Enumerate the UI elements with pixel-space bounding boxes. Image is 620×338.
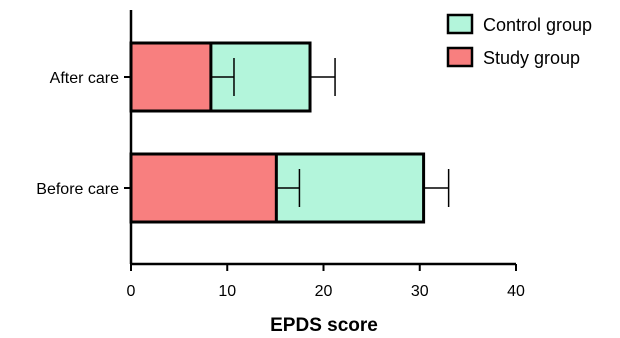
bars-layer <box>129 41 450 224</box>
bar-study-group-before-care <box>129 152 278 224</box>
x-tick-label-20: 20 <box>315 283 333 300</box>
y-tick-label-before-care: Before care <box>36 181 119 198</box>
legend: Control group Study group <box>446 13 592 68</box>
x-tick-label-0: 0 <box>127 283 136 300</box>
x-axis-title: EPDS score <box>270 315 378 336</box>
x-tick-label-40: 40 <box>507 283 525 300</box>
legend-label-control-group: Control group <box>483 15 592 35</box>
legend-swatch-control-group <box>446 13 474 35</box>
legend-swatch-study-group <box>446 46 474 68</box>
y-tick-label-after-care: After care <box>50 70 119 87</box>
ticks-layer: After care Before care 0 10 20 30 40 <box>36 70 525 300</box>
x-tick-label-10: 10 <box>218 283 236 300</box>
x-tick-label-30: 30 <box>411 283 429 300</box>
bar-study-group-after-care <box>129 41 213 113</box>
legend-label-study-group: Study group <box>483 48 580 68</box>
